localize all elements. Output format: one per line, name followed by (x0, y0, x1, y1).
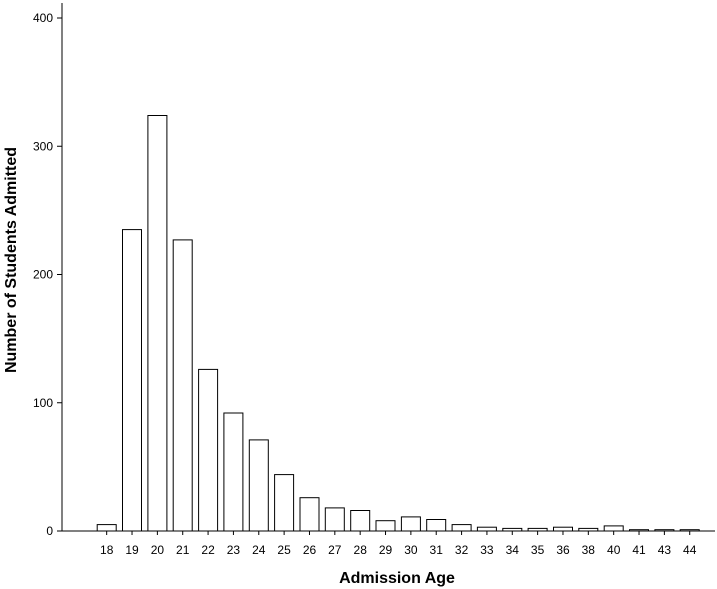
x-tick-label: 32 (455, 543, 469, 557)
x-tick-label: 23 (227, 543, 241, 557)
x-tick-label: 41 (632, 543, 646, 557)
bar-28 (350, 510, 371, 532)
x-tick-label: 19 (125, 543, 139, 557)
bar-21 (172, 239, 193, 532)
x-tick-label: 22 (201, 543, 215, 557)
x-tick-label: 29 (379, 543, 393, 557)
y-tick-label: 200 (33, 268, 53, 282)
x-tick-label: 33 (480, 543, 494, 557)
x-tick-label: 36 (556, 543, 570, 557)
bar-23 (223, 412, 244, 532)
y-axis-title: Number of Students Admitted (3, 147, 20, 373)
x-tick-label: 25 (277, 543, 291, 557)
x-tick-label: 44 (683, 543, 697, 557)
bar-19 (122, 229, 142, 532)
bar-35 (527, 527, 548, 532)
x-tick-label: 26 (303, 543, 317, 557)
bar-38 (578, 527, 599, 532)
bar-40 (603, 525, 624, 532)
x-tick-label: 31 (430, 543, 444, 557)
bar-33 (476, 526, 497, 532)
bar-31 (426, 519, 447, 532)
bar-41 (629, 529, 649, 532)
y-tick-label: 0 (46, 524, 53, 538)
bar-43 (654, 529, 675, 532)
bar-32 (451, 524, 472, 532)
bar-36 (553, 526, 573, 532)
x-tick-label: 24 (252, 543, 266, 557)
bars (96, 115, 700, 532)
bar-44 (679, 529, 700, 532)
bar-18 (96, 524, 117, 532)
bar-22 (198, 368, 219, 532)
x-tick-label: 27 (328, 543, 342, 557)
x-tick-label: 35 (531, 543, 545, 557)
x-tick-labels: 18 19 20 21 22 23 24 25 26 27 28 29 30 31 32 33 34 35 36 38… (100, 531, 697, 557)
x-tick-label: 18 (100, 543, 114, 557)
y-tick-label: 300 (33, 139, 53, 153)
x-tick-label: 38 (582, 543, 596, 557)
bar-20 (147, 115, 168, 532)
y-tick-label: 100 (33, 396, 53, 410)
bar-24 (248, 439, 269, 532)
bar-25 (274, 474, 295, 532)
x-tick-label: 30 (404, 543, 418, 557)
bar-27 (324, 507, 345, 532)
x-tick-label: 21 (176, 543, 190, 557)
bar-34 (502, 527, 523, 532)
y-tick-label: 400 (33, 11, 53, 25)
x-tick-label: 34 (506, 543, 520, 557)
bar-29 (375, 520, 396, 532)
x-tick-label: 20 (151, 543, 165, 557)
x-tick-label: 43 (658, 543, 672, 557)
x-tick-label: 40 (607, 543, 621, 557)
bar-30 (400, 516, 421, 532)
y-axis: 0 100 200 300 400 (33, 3, 63, 538)
bar-26 (299, 497, 320, 532)
x-axis-title: Admission Age (339, 570, 455, 587)
x-tick-label: 28 (354, 543, 368, 557)
